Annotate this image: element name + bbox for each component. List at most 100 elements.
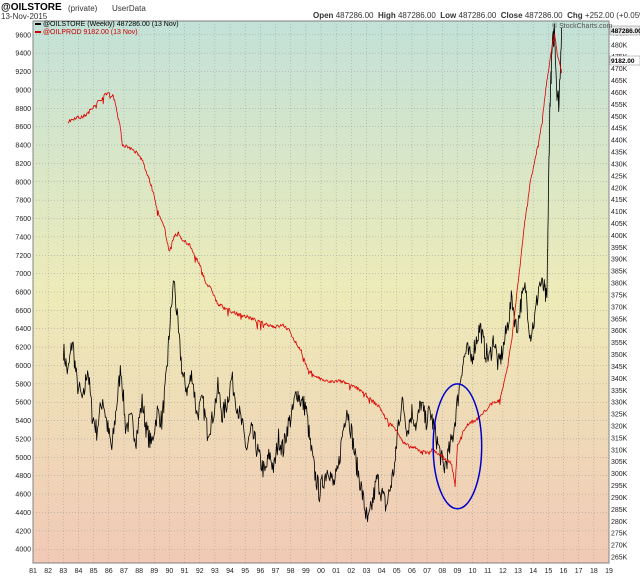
left-tick-label: 5200 [15, 436, 31, 443]
left-tick-label: 5600 [15, 400, 31, 407]
left-tick-label: 6400 [15, 326, 31, 333]
left-tick-label: 4400 [15, 510, 31, 517]
x-tick-label: 11 [484, 568, 491, 575]
right-tick-label: 300K [611, 471, 628, 478]
left-tick-label: 6200 [15, 345, 31, 352]
right-tick-label: 305K [611, 459, 628, 466]
x-tick-label: 87 [120, 568, 128, 575]
x-tick-label: 99 [302, 568, 310, 575]
right-tick-label: 405K [611, 221, 628, 228]
left-tick-label: 7000 [15, 271, 31, 278]
right-tick-label: 265K [611, 555, 628, 562]
left-tick-label: 5400 [15, 418, 31, 425]
right-tick-label: 295K [611, 483, 628, 490]
stat-label-open: Open [313, 11, 334, 20]
series-oilprod-line [67, 33, 562, 488]
right-tick-label: 445K [611, 126, 628, 133]
left-tick-label: 6800 [15, 290, 31, 297]
right-tick-label: 380K [611, 281, 628, 288]
left-tick-label: 9600 [15, 32, 31, 39]
x-tick-label: 02 [347, 568, 355, 575]
x-tick-label: 19 [605, 568, 613, 575]
x-tick-label: 94 [226, 568, 234, 575]
right-tick-label: 310K [611, 447, 628, 454]
watermark: © StockCharts.com [552, 23, 613, 30]
x-tick-label: 05 [393, 568, 401, 575]
left-tick-label: 6600 [15, 308, 31, 315]
series-oilstore-line [62, 23, 562, 523]
x-tick-label: 10 [469, 568, 477, 575]
right-tick-label: 285K [611, 507, 628, 514]
right-tick-label: 330K [611, 400, 628, 407]
left-tick-label: 4600 [15, 492, 31, 499]
right-tick-label: 410K [611, 209, 628, 216]
left-tick-label: 7800 [15, 198, 31, 205]
right-tick-label: 280K [611, 519, 628, 526]
left-axis: 4000 4200 4400 4600 4800 5000 5200 5400 5600 5800… [15, 32, 31, 553]
left-tick-label: 7200 [15, 253, 31, 260]
right-tick-label: 390K [611, 257, 628, 264]
x-tick-label: 85 [90, 568, 98, 575]
right-axis: 265K 270K 275K 280K 285K 290K 295K 300K 305K 310K… [611, 30, 628, 561]
x-tick-label: 82 [44, 568, 52, 575]
legend-swatch-red [35, 31, 41, 34]
left-tick-label: 9400 [15, 51, 31, 58]
x-tick-label: 01 [332, 568, 340, 575]
x-tick-label: 96 [256, 568, 264, 575]
x-tick-label: 16 [560, 568, 568, 575]
right-tick-label: 470K [611, 66, 628, 73]
last-value-tag-box [609, 55, 640, 66]
right-tick-label: 425K [611, 173, 628, 180]
stat-value-open: 487286.00 [335, 11, 374, 20]
right-tick-label: 385K [611, 269, 628, 276]
x-tick-label: 95 [241, 568, 249, 575]
stats-row: Open 487286.00 High 487286.00 Low 487286… [313, 11, 640, 20]
left-tick-label: 8000 [15, 179, 31, 186]
grid [32, 21, 610, 563]
x-tick-label: 14 [529, 568, 537, 575]
stat-label-chg: Chg [567, 11, 583, 20]
x-tick-label: 12 [499, 568, 507, 575]
x-tick-label: 90 [166, 568, 174, 575]
legend-oilprod: @OILPROD 9182.00 (13 Nov) [35, 29, 138, 36]
x-tick-label: 15 [544, 568, 552, 575]
stat-label-close: Close [500, 11, 523, 20]
left-tick-label: 9200 [15, 69, 31, 76]
chart-symbol: @OILSTORE [1, 2, 62, 13]
stat-label-high: High [377, 11, 396, 20]
left-tick-label: 8400 [15, 143, 31, 150]
stat-value-high: 487286.00 [397, 11, 436, 20]
x-tick-label: 89 [150, 568, 158, 575]
left-tick-label: 5000 [15, 455, 31, 462]
left-tick-label: 4000 [15, 547, 31, 554]
last-value-tag-text: 487286.00 [611, 28, 640, 35]
left-tick-label: 9000 [15, 87, 31, 94]
x-tick-label: 08 [438, 568, 446, 575]
right-tick-label: 270K [611, 543, 628, 550]
right-tick-label: 400K [611, 233, 628, 240]
right-tick-label: 365K [611, 316, 628, 323]
x-tick-label: 03 [363, 568, 371, 575]
right-tick-label: 460K [611, 90, 628, 97]
right-tick-label: 340K [611, 376, 628, 383]
right-tick-label: 325K [611, 412, 628, 419]
right-tick-label: 370K [611, 304, 628, 311]
chart-source: UserData [112, 4, 146, 13]
x-tick-label: 00 [317, 568, 325, 575]
x-axis: 81 82 83 84 85 86 87 88 89 90 91 92 93 94 95 96 97 98 99 00… [29, 568, 613, 575]
legend-oilprod-text: @OILPROD 9182.00 (13 Nov) [42, 29, 138, 36]
stat-value-low: 487286.00 [458, 11, 497, 20]
x-tick-label: 17 [575, 568, 583, 575]
right-tick-label: 465K [611, 78, 628, 85]
left-tick-label: 8200 [15, 161, 31, 168]
x-tick-label: 06 [408, 568, 416, 575]
right-tick-label: 320K [611, 424, 628, 431]
left-tick-label: 5800 [15, 381, 31, 388]
right-tick-label: 395K [611, 245, 628, 252]
right-tick-label: 450K [611, 114, 628, 121]
chart-privacy: (private) [68, 4, 98, 13]
left-tick-label: 4800 [15, 473, 31, 480]
annotation-layer [432, 383, 483, 510]
